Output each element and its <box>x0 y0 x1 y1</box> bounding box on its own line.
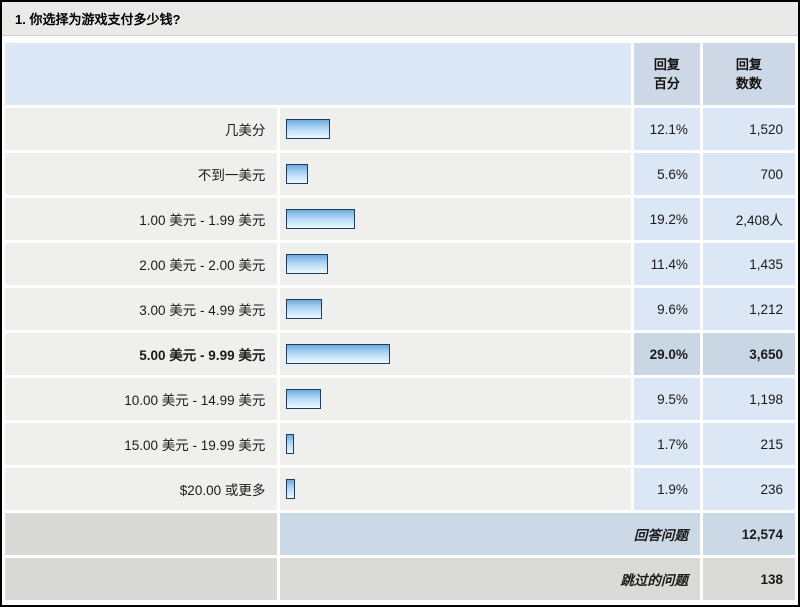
answer-row: 1.00 美元 - 1.99 美元 19.2% 2,408人 <box>5 198 795 240</box>
answer-label: 1.00 美元 - 1.99 美元 <box>5 198 278 240</box>
answer-count: 1,212 <box>702 288 795 330</box>
answer-percent: 1.7% <box>633 423 700 465</box>
answer-percent: 11.4% <box>633 243 700 285</box>
summary-spacer-cell <box>5 513 278 555</box>
summary-label: 跳过的问题 <box>280 558 700 600</box>
bar-cell <box>280 288 631 330</box>
answer-row: $20.00 或更多 1.9% 236 <box>5 468 795 510</box>
answer-count: 215 <box>702 423 795 465</box>
question-title: 1. 你选择为游戏支付多少钱? <box>15 12 181 27</box>
results-table: 回复 百分 回复 数数 几美分 12.1% 1,520 不到一美元 5.6% 700 1.0… <box>2 40 798 603</box>
answer-label: 2.00 美元 - 2.00 美元 <box>5 243 278 285</box>
answer-row: 2.00 美元 - 2.00 美元 11.4% 1,435 <box>5 243 795 285</box>
answer-count: 1,198 <box>702 378 795 420</box>
question-title-bar: 1. 你选择为游戏支付多少钱? <box>2 2 798 36</box>
answer-bar <box>286 434 295 454</box>
bar-cell <box>280 153 631 195</box>
answer-count: 2,408人 <box>702 198 795 240</box>
answer-row: 10.00 美元 - 14.99 美元 9.5% 1,198 <box>5 378 795 420</box>
answer-row: 几美分 12.1% 1,520 <box>5 108 795 150</box>
answer-percent: 9.6% <box>633 288 700 330</box>
summary-spacer-cell <box>5 558 278 600</box>
answer-bar <box>286 344 391 364</box>
results-body: 几美分 12.1% 1,520 不到一美元 5.6% 700 1.00 美元 - 1.99 … <box>5 108 795 510</box>
bar-cell <box>280 243 631 285</box>
bar-cell <box>280 198 631 240</box>
answer-label: 几美分 <box>5 108 278 150</box>
answer-percent: 29.0% <box>633 333 700 375</box>
answer-count: 1,435 <box>702 243 795 285</box>
bar-cell <box>280 333 631 375</box>
bar-cell <box>280 378 631 420</box>
answer-row: 不到一美元 5.6% 700 <box>5 153 795 195</box>
answer-bar <box>286 389 322 409</box>
summary-count: 12,574 <box>702 513 795 555</box>
column-header-response-percent: 回复 百分 <box>633 43 700 105</box>
answer-percent: 9.5% <box>633 378 700 420</box>
answer-percent: 19.2% <box>633 198 700 240</box>
answer-label: 5.00 美元 - 9.99 美元 <box>5 333 278 375</box>
answer-label: 3.00 美元 - 4.99 美元 <box>5 288 278 330</box>
answer-label: 10.00 美元 - 14.99 美元 <box>5 378 278 420</box>
answer-bar <box>286 299 323 319</box>
header-spacer-cell <box>5 43 631 105</box>
answer-bar <box>286 209 356 229</box>
answer-row: 15.00 美元 - 19.99 美元 1.7% 215 <box>5 423 795 465</box>
answer-label: 15.00 美元 - 19.99 美元 <box>5 423 278 465</box>
answer-percent: 1.9% <box>633 468 700 510</box>
answer-label: 不到一美元 <box>5 153 278 195</box>
header-row: 回复 百分 回复 数数 <box>5 43 795 105</box>
answer-bar <box>286 164 309 184</box>
answer-bar <box>286 254 329 274</box>
answer-row: 3.00 美元 - 4.99 美元 9.6% 1,212 <box>5 288 795 330</box>
answered-question-row: 回答问题 12,574 <box>5 513 795 555</box>
bar-cell <box>280 468 631 510</box>
answer-count: 1,520 <box>702 108 795 150</box>
bar-cell <box>280 108 631 150</box>
answer-label: $20.00 或更多 <box>5 468 278 510</box>
summary-label: 回答问题 <box>280 513 700 555</box>
answer-count: 700 <box>702 153 795 195</box>
answer-row: 5.00 美元 - 9.99 美元 29.0% 3,650 <box>5 333 795 375</box>
answer-bar <box>286 119 331 139</box>
answer-count: 3,650 <box>702 333 795 375</box>
answer-percent: 12.1% <box>633 108 700 150</box>
answer-count: 236 <box>702 468 795 510</box>
results-footer: 回答问题 12,574 跳过的问题 138 <box>5 513 795 600</box>
answer-bar <box>286 479 296 499</box>
bar-cell <box>280 423 631 465</box>
column-header-response-count: 回复 数数 <box>702 43 795 105</box>
summary-count: 138 <box>702 558 795 600</box>
skipped-question-row: 跳过的问题 138 <box>5 558 795 600</box>
answer-percent: 5.6% <box>633 153 700 195</box>
